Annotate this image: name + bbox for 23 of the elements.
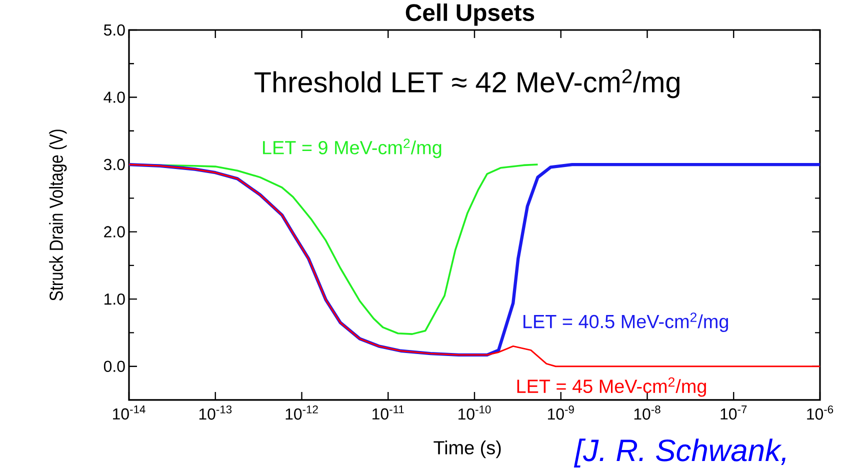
chart-title: Cell Upsets xyxy=(406,4,534,26)
y-tick-label: 2.0 xyxy=(104,226,125,238)
y-tick-label: 0.0 xyxy=(104,360,125,372)
x-tick-label: 10$^{-9}$ xyxy=(548,406,574,420)
x-tick-label: 10$^{-11}$ xyxy=(372,406,404,420)
series-label: LET = 45 MeV-cm$^{2}$/mg xyxy=(517,377,706,397)
annotation: Threshold LET ≈ 42 MeV-cm$^{2}$/mg xyxy=(254,69,680,98)
x-axis-title: Time (s) xyxy=(434,440,501,458)
x-tick-label: 10$^{-8}$ xyxy=(634,406,660,420)
x-tick-label: 10$^{-6}$ xyxy=(807,406,834,420)
y-tick-label: 3.0 xyxy=(104,158,125,170)
x-tick-label: 10$^{-10}$ xyxy=(458,406,491,420)
series-label: LET = 40.5 MeV-cm$^{2}$/mg xyxy=(524,312,728,332)
x-tick-label: 10$^{-14}$ xyxy=(113,406,146,420)
x-tick-label: 10$^{-13}$ xyxy=(199,406,232,420)
y-tick-label: 4.0 xyxy=(104,92,125,103)
y-axis-title: Struck Drain Voltage (V) xyxy=(49,130,67,301)
y-tick-label: 5.0 xyxy=(104,24,125,36)
series-label: LET = 9 MeV-cm$^{2}$/mg xyxy=(263,138,442,158)
x-tick-label: 10$^{-12}$ xyxy=(286,406,318,420)
x-tick-label: 10$^{-7}$ xyxy=(720,406,747,420)
text: [J. R. Schwank, xyxy=(574,438,786,468)
y-tick-label: 1.0 xyxy=(104,293,125,305)
